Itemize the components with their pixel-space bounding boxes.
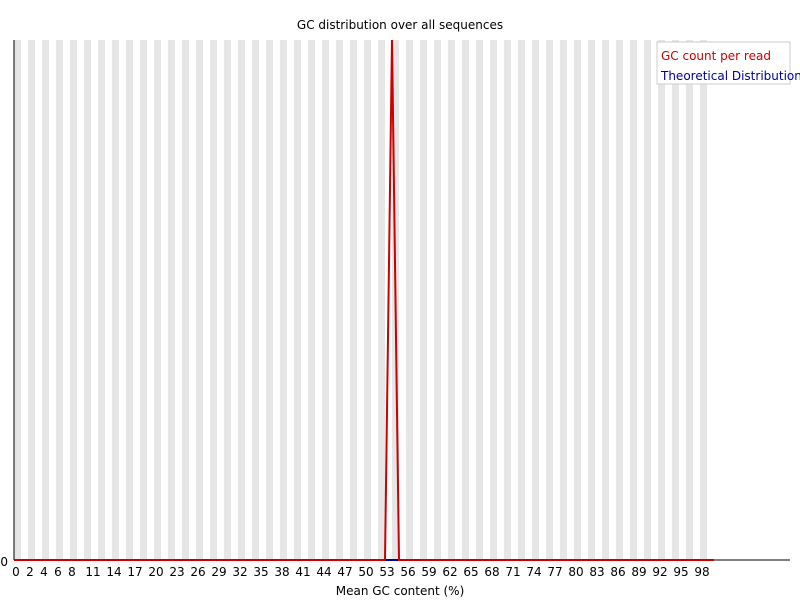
legend-box bbox=[656, 41, 791, 85]
grid-band bbox=[196, 40, 203, 560]
x-tick-label: 4 bbox=[40, 565, 48, 579]
x-tick-label: 86 bbox=[610, 565, 625, 579]
grid-band bbox=[126, 40, 133, 560]
grid-band bbox=[56, 40, 63, 560]
x-tick-label: 71 bbox=[505, 565, 520, 579]
grid-band bbox=[28, 40, 35, 560]
legend-label-gc-count: GC count per read bbox=[661, 49, 771, 63]
grid-band bbox=[518, 40, 525, 560]
x-tick-label: 83 bbox=[589, 565, 604, 579]
x-tick-label: 59 bbox=[421, 565, 436, 579]
grid-band bbox=[238, 40, 245, 560]
x-tick-label: 56 bbox=[400, 565, 415, 579]
x-axis-label: Mean GC content (%) bbox=[336, 584, 465, 598]
x-tick-label: 17 bbox=[127, 565, 142, 579]
grid-band bbox=[686, 40, 693, 560]
grid-band bbox=[532, 40, 539, 560]
grid-band bbox=[70, 40, 77, 560]
grid-band bbox=[420, 40, 427, 560]
x-tick-label: 38 bbox=[274, 565, 289, 579]
grid-band bbox=[350, 40, 357, 560]
grid-band bbox=[14, 40, 21, 560]
grid-band bbox=[616, 40, 623, 560]
grid-band bbox=[434, 40, 441, 560]
grid-band bbox=[266, 40, 273, 560]
grid-band bbox=[504, 40, 511, 560]
grid-band bbox=[574, 40, 581, 560]
x-tick-label: 77 bbox=[547, 565, 562, 579]
grid-band bbox=[210, 40, 217, 560]
y-tick-label: 0 bbox=[0, 555, 8, 569]
x-tick-label: 74 bbox=[526, 565, 541, 579]
chart-title: GC distribution over all sequences bbox=[297, 18, 503, 32]
x-tick-label: 92 bbox=[652, 565, 667, 579]
grid-band bbox=[630, 40, 637, 560]
x-tick-label: 14 bbox=[106, 565, 121, 579]
grid-band bbox=[672, 40, 679, 560]
grid-band bbox=[154, 40, 161, 560]
grid-band bbox=[560, 40, 567, 560]
grid-band bbox=[98, 40, 105, 560]
x-tick-label: 20 bbox=[148, 565, 163, 579]
x-tick-label: 68 bbox=[484, 565, 499, 579]
x-tick-label: 47 bbox=[337, 565, 352, 579]
x-tick-label: 23 bbox=[169, 565, 184, 579]
x-tick-label: 65 bbox=[463, 565, 478, 579]
grid-band bbox=[700, 40, 707, 560]
series-line-gc-count bbox=[14, 39, 714, 561]
grid-band bbox=[588, 40, 595, 560]
grid-band bbox=[294, 40, 301, 560]
grid-band bbox=[546, 40, 553, 560]
grid-band bbox=[490, 40, 497, 560]
x-tick-label: 11 bbox=[85, 565, 100, 579]
x-tick-label: 0 bbox=[12, 565, 20, 579]
x-tick-label: 53 bbox=[379, 565, 394, 579]
x-tick-labels: 0 2 4 6 8 11 14 17 20 23 26 29 32 35 38 41 44 47 50 53 56 59 6… bbox=[12, 565, 709, 579]
x-tick-label: 50 bbox=[358, 565, 373, 579]
x-tick-label: 44 bbox=[316, 565, 331, 579]
x-tick-label: 62 bbox=[442, 565, 457, 579]
legend-label-theoretical: Theoretical Distribution bbox=[660, 69, 800, 83]
grid-band bbox=[658, 40, 665, 560]
grid-band bbox=[140, 40, 147, 560]
x-tick-label: 95 bbox=[673, 565, 688, 579]
grid-band bbox=[462, 40, 469, 560]
grid-band bbox=[168, 40, 175, 560]
x-tick-label: 8 bbox=[68, 565, 76, 579]
x-tick-label: 98 bbox=[694, 565, 709, 579]
x-tick-label: 80 bbox=[568, 565, 583, 579]
grid-band bbox=[406, 40, 413, 560]
legend: GC count per read Theoretical Distributi… bbox=[656, 41, 800, 85]
grid-band bbox=[378, 40, 385, 560]
grid-band bbox=[112, 40, 119, 560]
x-tick-label: 32 bbox=[232, 565, 247, 579]
x-tick-label: 26 bbox=[190, 565, 205, 579]
x-tick-label: 6 bbox=[54, 565, 62, 579]
x-tick-label: 29 bbox=[211, 565, 226, 579]
grid-band bbox=[182, 40, 189, 560]
grid-band bbox=[644, 40, 651, 560]
grid-band bbox=[84, 40, 91, 560]
grid-band bbox=[336, 40, 343, 560]
grid-band bbox=[448, 40, 455, 560]
grid-band bbox=[322, 40, 329, 560]
x-tick-label: 89 bbox=[631, 565, 646, 579]
x-tick-label: 2 bbox=[26, 565, 34, 579]
grid-band bbox=[364, 40, 371, 560]
grid-band bbox=[280, 40, 287, 560]
grid-band bbox=[252, 40, 259, 560]
grid-band bbox=[476, 40, 483, 560]
grid-band bbox=[602, 40, 609, 560]
x-tick-label: 35 bbox=[253, 565, 268, 579]
x-tick-label: 41 bbox=[295, 565, 310, 579]
series-lines bbox=[14, 39, 714, 561]
grid-band bbox=[42, 40, 49, 560]
background-bands bbox=[14, 40, 707, 560]
grid-band bbox=[308, 40, 315, 560]
grid-band bbox=[224, 40, 231, 560]
